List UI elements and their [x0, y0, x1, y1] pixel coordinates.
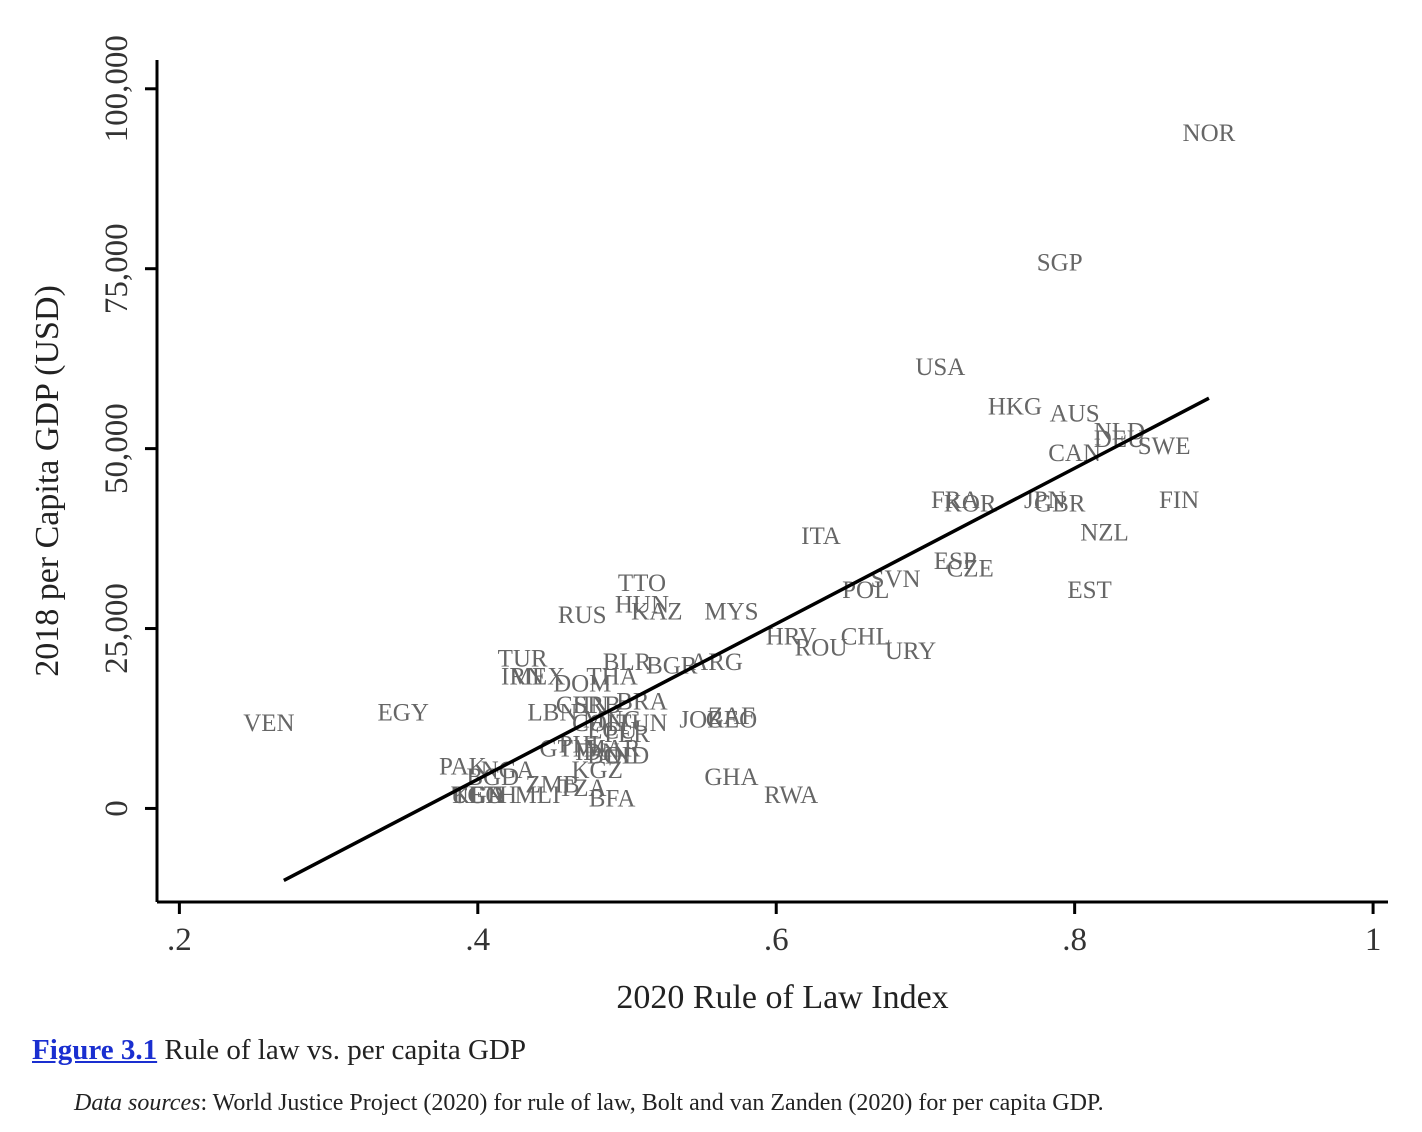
point-label: GBR — [1034, 491, 1086, 518]
x-axis-title: 2020 Rule of Law Index — [616, 979, 948, 1016]
sources-label: Data sources — [74, 1090, 201, 1116]
y-axis-title: 2018 per Capita GDP (USD) — [29, 285, 66, 677]
point-label: TUR — [498, 645, 548, 672]
point-label: ITA — [801, 523, 841, 550]
point-label: MLI — [515, 782, 561, 809]
point-label: UGA — [451, 782, 505, 809]
point-label: VEN — [243, 710, 294, 737]
point-label: GEO — [706, 706, 757, 733]
point-label: MYS — [704, 599, 758, 626]
figure-caption: Figure 3.1 Rule of law vs. per capita GD… — [32, 1034, 526, 1067]
point-label: FIN — [1159, 487, 1199, 514]
x-tick-label: .6 — [764, 922, 789, 958]
point-label: TUN — [616, 710, 667, 737]
point-label: NLD — [1094, 419, 1145, 446]
point-label: COL — [572, 710, 622, 737]
point-label: ZAF — [708, 703, 755, 730]
point-label: IDN — [575, 739, 619, 766]
point-label: BLR — [603, 649, 652, 676]
point-label: SWE — [1138, 433, 1191, 460]
point-label: ETH — [468, 782, 517, 809]
point-label: BGR — [646, 653, 698, 680]
y-tick-label: 0 — [99, 800, 135, 817]
point-label: NGA — [481, 757, 535, 784]
point-label: HUN — [615, 591, 669, 618]
y-tick-label: 25,000 — [99, 583, 135, 674]
figure-link[interactable]: Figure 3.1 — [32, 1034, 158, 1066]
point-label: ESP — [934, 548, 977, 575]
point-label: GTM — [540, 735, 596, 762]
x-tick-label: .4 — [465, 922, 490, 958]
y-axis-ticks: 0 25,000 50,000 75,000 100,000 — [99, 35, 157, 817]
data-sources-note: Data sources: World Justice Project (202… — [74, 1090, 1104, 1117]
point-label: DOM — [553, 671, 611, 698]
point-label: PAK — [439, 753, 487, 780]
x-tick-label: .2 — [167, 922, 192, 958]
point-label: AUS — [1050, 401, 1100, 428]
point-label: BGD — [466, 764, 519, 791]
point-label: BFA — [589, 786, 636, 813]
point-label: TTO — [618, 570, 666, 597]
point-label: GHA — [704, 764, 758, 791]
point-label: SRB — [574, 692, 621, 719]
point-label: BOL — [587, 742, 637, 769]
point-label: HRV — [766, 624, 817, 651]
point-label: JOR — [679, 706, 724, 733]
y-tick-label: 100,000 — [99, 35, 135, 142]
point-label: MAR — [584, 735, 641, 762]
point-label: PER — [604, 721, 650, 748]
point-label: LBN — [527, 699, 577, 726]
point-label: IND — [605, 742, 649, 769]
x-tick-label: 1 — [1365, 922, 1382, 958]
point-label: KAZ — [631, 599, 682, 626]
fit-line — [283, 396, 1210, 882]
point-label: SGP — [1037, 250, 1083, 277]
point-label: TZA — [558, 775, 607, 802]
point-label: POL — [842, 577, 889, 604]
caption-text: Rule of law vs. per capita GDP — [157, 1034, 526, 1066]
point-label: HKG — [988, 393, 1042, 420]
point-label: CHL — [841, 624, 891, 651]
point-label: EST — [1067, 577, 1111, 604]
point-label: USA — [915, 354, 965, 381]
point-label: RUS — [558, 602, 607, 629]
point-label: IRN — [501, 663, 544, 690]
point-label: KGZ — [571, 757, 622, 784]
point-label: CAN — [1048, 440, 1101, 467]
point-label: THA — [586, 663, 637, 690]
point-label: MEX — [510, 663, 566, 690]
y-tick-label: 50,000 — [99, 403, 135, 494]
point-label: NOR — [1183, 120, 1236, 147]
point-label: EGY — [378, 699, 429, 726]
point-label: ROU — [795, 635, 848, 662]
point-label: FRA — [931, 487, 980, 514]
sources-text: : World Justice Project (2020) for rule … — [200, 1090, 1104, 1116]
point-label: PHL — [559, 732, 606, 759]
x-tick-label: .8 — [1062, 922, 1087, 958]
point-label: NZL — [1080, 519, 1129, 546]
point-label: URY — [885, 638, 936, 665]
point-label: CZE — [947, 555, 994, 582]
point-label: DEU — [1094, 426, 1145, 453]
x-axis-ticks: .2 .4 .6 .8 1 — [167, 902, 1381, 958]
point-label: RWA — [764, 782, 818, 809]
point-label: ZMB — [525, 771, 579, 798]
y-tick-label: 75,000 — [99, 223, 135, 314]
point-label: ECU — [587, 717, 637, 744]
